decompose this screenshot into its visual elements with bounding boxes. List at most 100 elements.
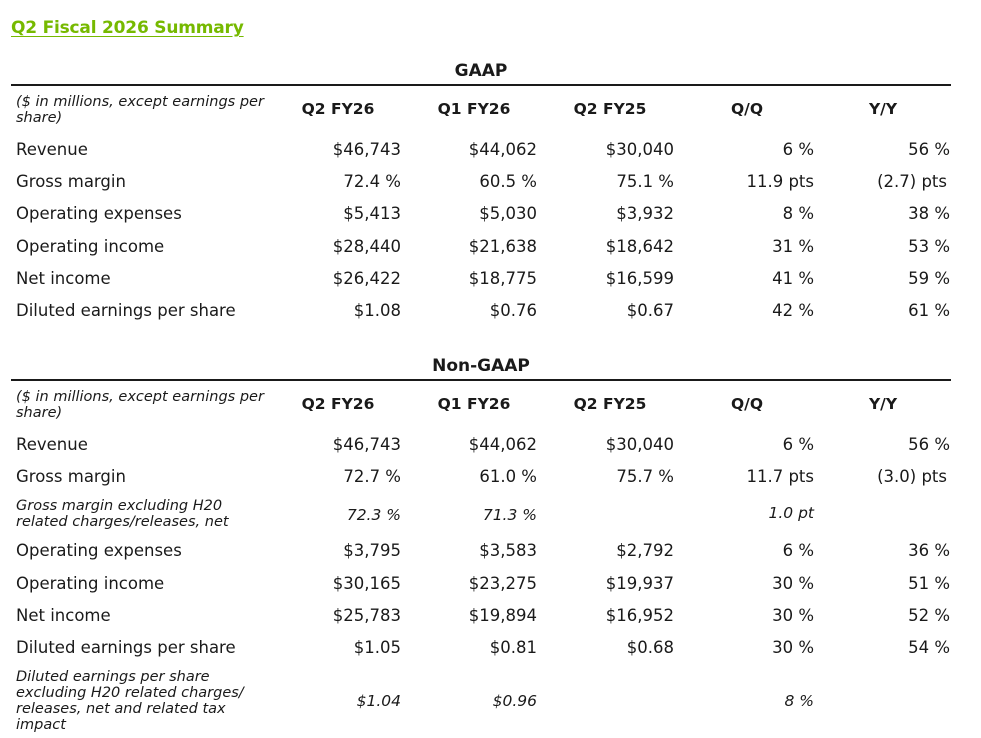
table-cell: 11.7 pts (746, 467, 814, 486)
table-cell: $19,894 (468, 606, 537, 625)
table-cell: $0.68 (626, 638, 674, 657)
table-row: Diluted earnings per share $1.08 $0.76 $… (0, 301, 981, 323)
table-cell: $0.81 (489, 638, 537, 657)
table-cell: 60.5 % (479, 172, 537, 191)
table-row: Revenue $46,743 $44,062 $30,040 6 % 56 % (0, 140, 981, 162)
row-label: Operating income (16, 237, 165, 256)
section-divider (11, 379, 951, 381)
table-cell: 6 % (782, 541, 814, 560)
column-header: Q2 FY25 (573, 100, 647, 118)
table-row: Net income $26,422 $18,775 $16,599 41 % … (0, 269, 981, 291)
table-cell: $5,030 (479, 204, 537, 223)
table-row: Diluted earnings per share $1.05 $0.81 $… (0, 638, 981, 660)
row-label: Diluted earnings per share excluding H20… (16, 669, 244, 733)
row-label: Operating income (16, 574, 165, 593)
table-cell: 56 % (908, 435, 950, 454)
table-row: Revenue $46,743 $44,062 $30,040 6 % 56 % (0, 435, 981, 457)
table-cell: 6 % (782, 435, 814, 454)
table-cell: $3,932 (616, 204, 674, 223)
table-cell: $18,642 (605, 237, 674, 256)
row-label: Gross margin (16, 467, 126, 486)
table-cell: 8 % (782, 204, 814, 223)
table-cell: $3,583 (479, 541, 537, 560)
column-header: Q1 FY26 (437, 395, 511, 413)
table-cell: 52 % (908, 606, 950, 625)
table-cell: $21,638 (468, 237, 537, 256)
column-header: Q2 FY26 (301, 395, 375, 413)
column-header: Q1 FY26 (437, 100, 511, 118)
table-cell: $1.05 (353, 638, 401, 657)
table-cell: 38 % (908, 204, 950, 223)
table-row: Net income $25,783 $19,894 $16,952 30 % … (0, 606, 981, 628)
table-cell: 30 % (772, 638, 814, 657)
table-cell: $19,937 (605, 574, 674, 593)
table-cell: $0.96 (492, 692, 537, 710)
table-row: Operating income $30,165 $23,275 $19,937… (0, 574, 981, 596)
section-heading-gaap: GAAP (454, 61, 508, 81)
row-label: Net income (16, 606, 111, 625)
table-cell: 36 % (908, 541, 950, 560)
table-cell: $0.67 (626, 301, 674, 320)
table-cell: $3,795 (343, 541, 401, 560)
table-cell: 72.3 % (346, 506, 401, 524)
header-label: ($ in millions, except earnings per shar… (16, 94, 264, 126)
table-cell: $1.04 (356, 692, 401, 710)
row-label: Operating expenses (16, 541, 182, 560)
table-cell: 30 % (772, 574, 814, 593)
table-cell: 53 % (908, 237, 950, 256)
table-row: Operating income $28,440 $21,638 $18,642… (0, 237, 981, 259)
table-cell: $5,413 (343, 204, 401, 223)
table-header-row: ($ in millions, except earnings per shar… (0, 93, 981, 127)
table-cell: 56 % (908, 140, 950, 159)
table-cell: 61.0 % (479, 467, 537, 486)
table-cell: 41 % (772, 269, 814, 288)
table-cell: $30,165 (332, 574, 401, 593)
table-cell: 6 % (782, 140, 814, 159)
table-cell: 11.9 pts (746, 172, 814, 191)
page-title: Q2 Fiscal 2026 Summary (11, 18, 244, 38)
table-cell: 72.7 % (343, 467, 401, 486)
table-cell: 30 % (772, 606, 814, 625)
table-row: Operating expenses $5,413 $5,030 $3,932 … (0, 204, 981, 226)
table-row: Gross margin 72.7 % 61.0 % 75.7 % 11.7 p… (0, 467, 981, 489)
table-cell: $16,599 (605, 269, 674, 288)
column-header: Q2 FY25 (573, 395, 647, 413)
column-header: Y/Y (868, 100, 898, 118)
table-row: Diluted earnings per share excluding H20… (0, 669, 981, 735)
table-cell: $28,440 (332, 237, 401, 256)
table-cell: $46,743 (332, 435, 401, 454)
table-cell: (2.7) pts (877, 172, 947, 191)
table-cell: 8 % (784, 692, 814, 710)
row-label: Gross margin excluding H20 related charg… (16, 498, 229, 530)
table-cell: 75.1 % (616, 172, 674, 191)
table-cell: $18,775 (468, 269, 537, 288)
table-cell: $26,422 (332, 269, 401, 288)
table-cell: $2,792 (616, 541, 674, 560)
row-label: Gross margin (16, 172, 126, 191)
table-cell: 61 % (908, 301, 950, 320)
table-cell: $25,783 (332, 606, 401, 625)
table-cell: $0.76 (489, 301, 537, 320)
table-row: Operating expenses $3,795 $3,583 $2,792 … (0, 541, 981, 563)
table-cell: 1.0 pt (768, 504, 815, 522)
table-row: Gross margin excluding H20 related charg… (0, 498, 981, 532)
table-cell: $30,040 (605, 140, 674, 159)
column-header: Y/Y (868, 395, 898, 413)
table-cell: $44,062 (468, 140, 537, 159)
table-cell: $46,743 (332, 140, 401, 159)
table-row: Gross margin 72.4 % 60.5 % 75.1 % 11.9 p… (0, 172, 981, 194)
row-label: Diluted earnings per share (16, 301, 236, 320)
table-cell: 54 % (908, 638, 950, 657)
table-cell: 51 % (908, 574, 950, 593)
table-cell: $16,952 (605, 606, 674, 625)
row-label: Revenue (16, 435, 88, 454)
table-cell: $30,040 (605, 435, 674, 454)
row-label: Net income (16, 269, 111, 288)
table-cell: $44,062 (468, 435, 537, 454)
table-cell: 71.3 % (482, 506, 537, 524)
column-header: Q2 FY26 (301, 100, 375, 118)
column-header: Q/Q (730, 100, 763, 118)
row-label: Revenue (16, 140, 88, 159)
header-label: ($ in millions, except earnings per shar… (16, 389, 264, 421)
column-header: Q/Q (730, 395, 763, 413)
